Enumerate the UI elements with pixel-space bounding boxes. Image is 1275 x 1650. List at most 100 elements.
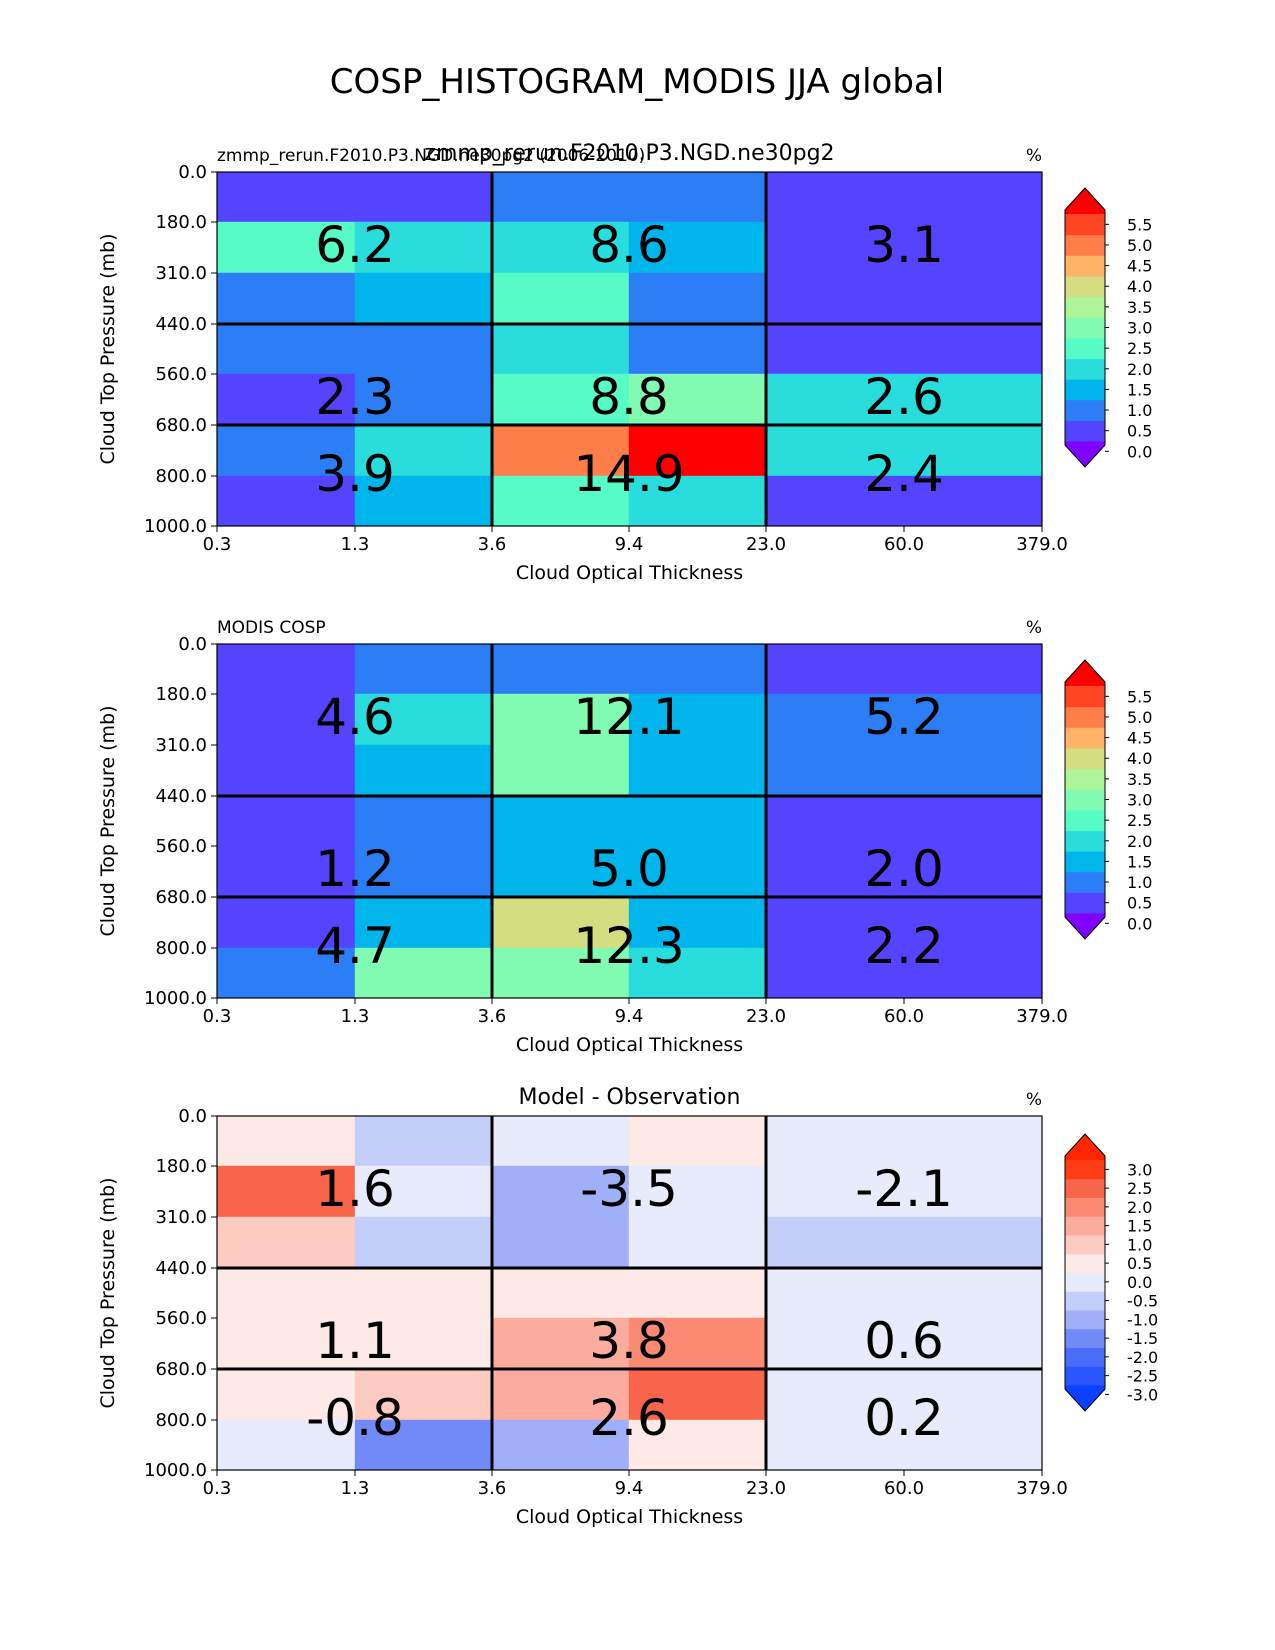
colorbar-band: [1065, 1253, 1105, 1273]
heatmap-cell: [217, 795, 356, 847]
colorbar-tick-label: 2.0: [1127, 360, 1152, 379]
heatmap-cell: [903, 1317, 1043, 1370]
x-tick-label: 60.0: [884, 534, 924, 555]
colorbar-band: [1065, 1366, 1105, 1386]
colorbar-tick-label: -1.5: [1127, 1329, 1158, 1348]
heatmap-cell: [628, 845, 767, 898]
colorbar-band: [1065, 255, 1105, 277]
block-value: 6.2: [315, 216, 395, 274]
x-tick-label: 1.3: [341, 1006, 370, 1027]
colorbar-arrow-top: [1065, 188, 1105, 214]
block-value: 2.2: [864, 917, 944, 975]
heatmap-cell: [354, 1267, 493, 1319]
y-tick-label: 180.0: [155, 212, 207, 233]
block-value: 4.6: [315, 688, 395, 746]
y-tick-label: 800.0: [155, 938, 207, 959]
heatmap-cell: [354, 1368, 493, 1421]
heatmap-cell: [628, 744, 767, 797]
heatmap-cell: [491, 1267, 630, 1319]
panel-left-title: MODIS COSP: [217, 618, 326, 638]
y-tick-label: 680.0: [155, 415, 207, 436]
heatmap-cell: [628, 1267, 767, 1319]
block-value: 12.3: [573, 917, 684, 975]
colorbar-band: [1065, 1235, 1105, 1255]
heatmap-cell: [491, 896, 630, 949]
block-value: 1.1: [315, 1312, 395, 1370]
heatmap-cell: [903, 845, 1043, 898]
heatmap-cell: [354, 896, 493, 949]
heatmap-cell: [628, 1368, 767, 1421]
heatmap-cell: [628, 373, 767, 426]
y-tick-label: 560.0: [155, 1308, 207, 1329]
x-tick-label: 60.0: [884, 1006, 924, 1027]
heatmap-cell: [765, 896, 905, 949]
heatmap-cell: [491, 845, 630, 898]
heatmap-cell: [903, 1267, 1043, 1319]
heatmap-cell: [354, 643, 493, 695]
heatmap-cell: [628, 1115, 767, 1167]
y-axis-label: Cloud Top Pressure (mb): [97, 706, 119, 937]
colorbar-tick-label: -2.0: [1127, 1348, 1158, 1367]
panel-left-title: zmmp_rerun.F2010.P3.NGD.ne30pg2 (2006-20…: [217, 146, 645, 166]
heatmap-cell: [217, 221, 356, 274]
heatmap-cell: [354, 845, 493, 898]
colorbar-tick-label: 1.0: [1127, 401, 1152, 420]
heatmap-cell: [217, 845, 356, 898]
heatmap-cell: [354, 424, 493, 477]
heatmap-cell: [628, 896, 767, 949]
heatmap-cell: [491, 475, 630, 527]
colorbar-band: [1065, 830, 1105, 852]
heatmap-cell: [628, 693, 767, 746]
heatmap-cell: [628, 424, 767, 477]
x-tick-label: 9.4: [615, 1006, 644, 1027]
colorbar-tick-label: 1.0: [1127, 1235, 1152, 1254]
colorbar-tick-label: 0.0: [1127, 442, 1152, 461]
heatmap-cell: [217, 693, 356, 746]
heatmap-cell: [903, 475, 1043, 527]
colorbar-band: [1065, 317, 1105, 339]
y-tick-label: 800.0: [155, 466, 207, 487]
colorbar-tick-label: 1.5: [1127, 1217, 1152, 1236]
heatmap-cell: [491, 171, 630, 223]
block-value: -3.5: [580, 1160, 678, 1218]
heatmap-cell: [217, 373, 356, 426]
heatmap-cell: [765, 424, 905, 477]
heatmap-cell: [217, 1368, 356, 1421]
heatmap-cell: [491, 947, 630, 999]
colorbar-tick-label: 3.5: [1127, 298, 1152, 317]
heatmap-cell: [491, 1216, 630, 1269]
colorbar-tick-label: 4.0: [1127, 749, 1152, 768]
heatmap-cell: [217, 424, 356, 477]
heatmap-cell: [491, 1368, 630, 1421]
heatmap-cell: [765, 373, 905, 426]
colorbar-band: [1065, 686, 1105, 708]
colorbar-band: [1065, 1328, 1105, 1348]
x-axis-label: Cloud Optical Thickness: [516, 1034, 743, 1056]
x-tick-label: 0.3: [203, 534, 232, 555]
heatmap-cell: [903, 171, 1043, 223]
block-value: 3.1: [864, 216, 944, 274]
x-tick-label: 0.3: [203, 1478, 232, 1499]
colorbar-tick-label: 4.0: [1127, 277, 1152, 296]
colorbar-band: [1065, 296, 1105, 318]
colorbar-band: [1065, 275, 1105, 298]
x-tick-label: 1.3: [341, 1478, 370, 1499]
heatmap-cell: [491, 1115, 630, 1167]
heatmap-cell: [765, 947, 905, 999]
colorbar-tick-label: -2.5: [1127, 1367, 1158, 1386]
y-tick-label: 1000.0: [144, 988, 207, 1009]
heatmap-cell: [903, 1419, 1043, 1471]
x-tick-label: 379.0: [1016, 534, 1068, 555]
heatmap-cell: [765, 323, 905, 375]
colorbar-band: [1065, 892, 1105, 914]
panel-difference: 1.6 -3.5 -2.1 1.1 3.8 0.6 -0.8 2.6 0.2 0.3 1.3 3.6 9…: [97, 1085, 1158, 1528]
colorbar-tick-label: 3.5: [1127, 770, 1152, 789]
heatmap-cell: [903, 272, 1043, 325]
colorbar-band: [1065, 789, 1105, 811]
colorbar-band: [1065, 1347, 1105, 1367]
x-axis-label: Cloud Optical Thickness: [516, 562, 743, 584]
heatmap-cell: [765, 795, 905, 847]
block-value: 5.2: [864, 688, 944, 746]
y-tick-label: 0.0: [178, 634, 207, 655]
